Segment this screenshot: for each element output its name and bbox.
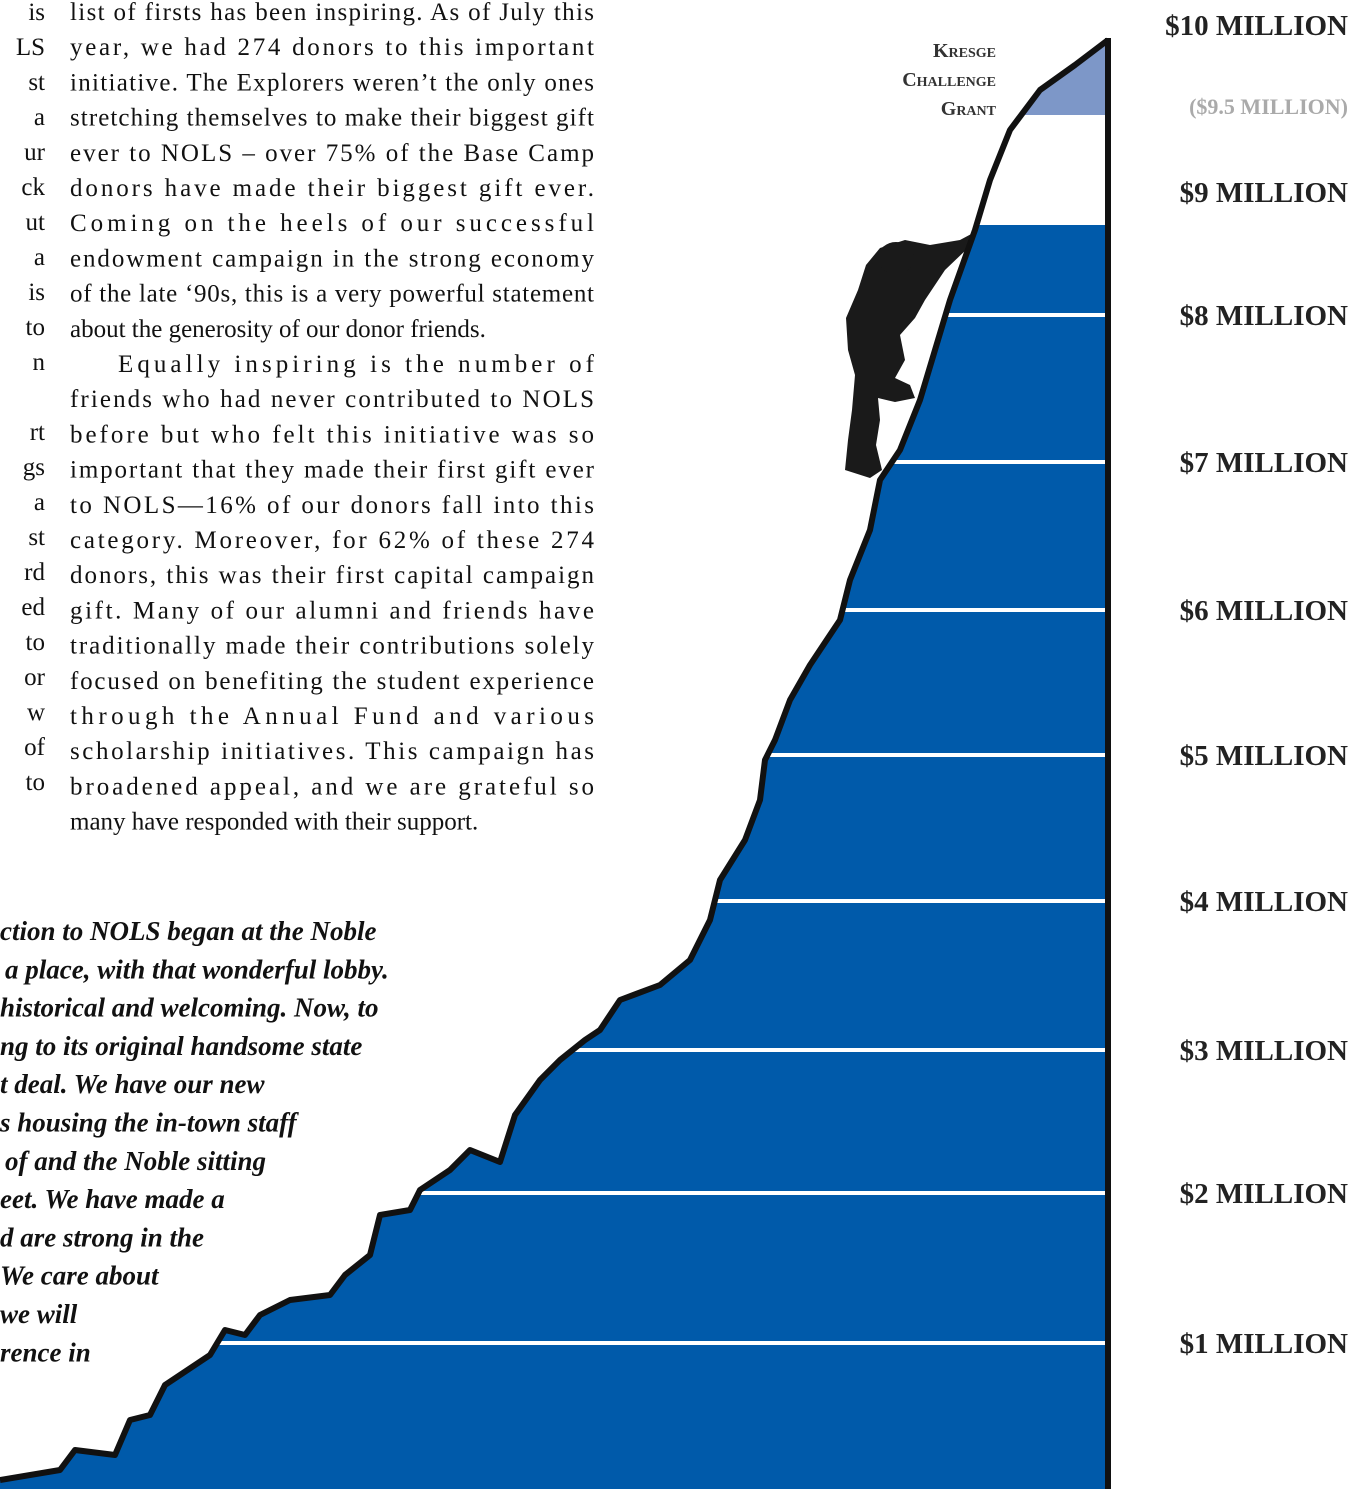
body-text-fragment: LS — [16, 34, 45, 61]
goal-label: $2 MILLION — [1180, 1178, 1348, 1210]
goal-label: $8 MILLION — [1180, 300, 1348, 332]
body-text-fragment: is — [28, 0, 45, 26]
body-text-fragment: ur — [24, 139, 46, 166]
goal-label: $5 MILLION — [1180, 740, 1348, 772]
body-text-fragment: gs — [23, 454, 45, 481]
body-text-line: focused on benefiting the student experi… — [70, 668, 594, 695]
body-text-fragment: n — [33, 349, 46, 376]
body-text-line: scholarship initiatives. This campaign h… — [70, 738, 594, 765]
body-text-fragment: st — [28, 524, 45, 551]
body-text-fragment: of — [24, 734, 46, 761]
body-text-line: of the late ‘90s, this is a very powerfu… — [70, 281, 594, 308]
body-text-line: ever to NOLS – over 75% of the Base Camp — [70, 140, 594, 167]
body-text-line: endowment campaign in the strong economy — [70, 245, 595, 272]
quote-line: we will — [0, 1299, 78, 1329]
body-text-fragment: to — [26, 769, 45, 796]
body-text-line: before but who felt this initiative was … — [70, 421, 594, 448]
body-text-line: many have responded with their support. — [70, 809, 478, 836]
body-text-line: through the Annual Fund and various — [70, 703, 594, 730]
quote-line: a place, with that wonderful lobby. — [5, 954, 389, 984]
body-text-line: friends who had never contributed to NOL… — [70, 386, 594, 413]
grant-label: Kresge — [933, 40, 996, 62]
body-text-fragment: st — [28, 69, 45, 96]
goal-sub-label: ($9.5 MILLION) — [1189, 94, 1348, 119]
quote-line: eet. We have made a — [0, 1184, 225, 1214]
grant-label: Grant — [941, 98, 997, 120]
goal-label: $1 MILLION — [1180, 1328, 1348, 1360]
body-text-line: Coming on the heels of our successful — [70, 210, 594, 237]
goal-label: $7 MILLION — [1180, 447, 1348, 479]
page: is LS st a ur ck ut a is to n rt gs a st rd ed to or w of to l… — [0, 0, 1355, 1489]
body-text-fragment: is — [28, 279, 45, 306]
body-text-line: broadened appeal, and we are grateful so — [70, 773, 594, 800]
quote-line: ng to its original handsome state — [0, 1031, 362, 1061]
quote-line: rence in — [0, 1337, 91, 1367]
body-text-line: traditionally made their contributions s… — [70, 633, 595, 660]
quote-line: We care about — [0, 1261, 160, 1291]
body-text-line: Equally inspiring is the number of — [118, 351, 595, 378]
goal-label: $10 MILLION — [1165, 10, 1348, 42]
body-text-line: gift. Many of our alumni and friends hav… — [70, 597, 594, 624]
quote-line: of and the Noble sitting — [5, 1146, 266, 1176]
body-text-fragment: rd — [24, 559, 45, 586]
goal-label: $3 MILLION — [1180, 1035, 1348, 1067]
body-text-fragment: a — [34, 489, 45, 516]
quote-line: d are strong in the — [0, 1222, 204, 1252]
body-text-line: donors have made their biggest gift ever… — [70, 175, 594, 202]
quote-line: t deal. We have our new — [0, 1069, 265, 1099]
quote-line: historical and welcoming. Now, to — [0, 993, 379, 1023]
body-text-fragment: ck — [21, 174, 45, 201]
body-text-fragment: a — [34, 244, 45, 271]
body-text-line: donors, this was their first capital cam… — [70, 562, 595, 589]
body-text-line: about the generosity of our donor friend… — [70, 316, 486, 343]
body-text-fragment: to — [26, 629, 45, 656]
body-text-fragment: w — [27, 699, 45, 726]
body-text-line: year, we had 274 donors to this importan… — [70, 34, 594, 61]
body-text-line: initiative. The Explorers weren’t the on… — [70, 69, 594, 96]
body-text-fragment: or — [24, 664, 46, 691]
quote-line: ction to NOLS began at the Noble — [0, 916, 377, 946]
body-text-line: stretching themselves to make their bigg… — [70, 105, 594, 132]
body-text-line: to NOLS—16% of our donors fall into this — [70, 492, 594, 519]
body-text-fragment: a — [34, 104, 45, 131]
body-text-line: list of firsts has been inspiring. As of… — [70, 0, 594, 26]
body-text-fragment: ed — [21, 594, 45, 621]
body-text-fragment: to — [26, 314, 45, 341]
goal-label: $4 MILLION — [1180, 886, 1348, 918]
body-text-fragment: ut — [26, 209, 46, 236]
body-text-line: category. Moreover, for 62% of these 274 — [70, 527, 594, 554]
goal-label: $9 MILLION — [1180, 177, 1348, 209]
body-text-fragment: rt — [30, 419, 45, 446]
goal-label: $6 MILLION — [1180, 595, 1348, 627]
body-text-line: important that they made their first gif… — [70, 457, 595, 484]
grant-label: Challenge — [902, 69, 996, 91]
quote-line: s housing the in-town staff — [0, 1108, 300, 1138]
